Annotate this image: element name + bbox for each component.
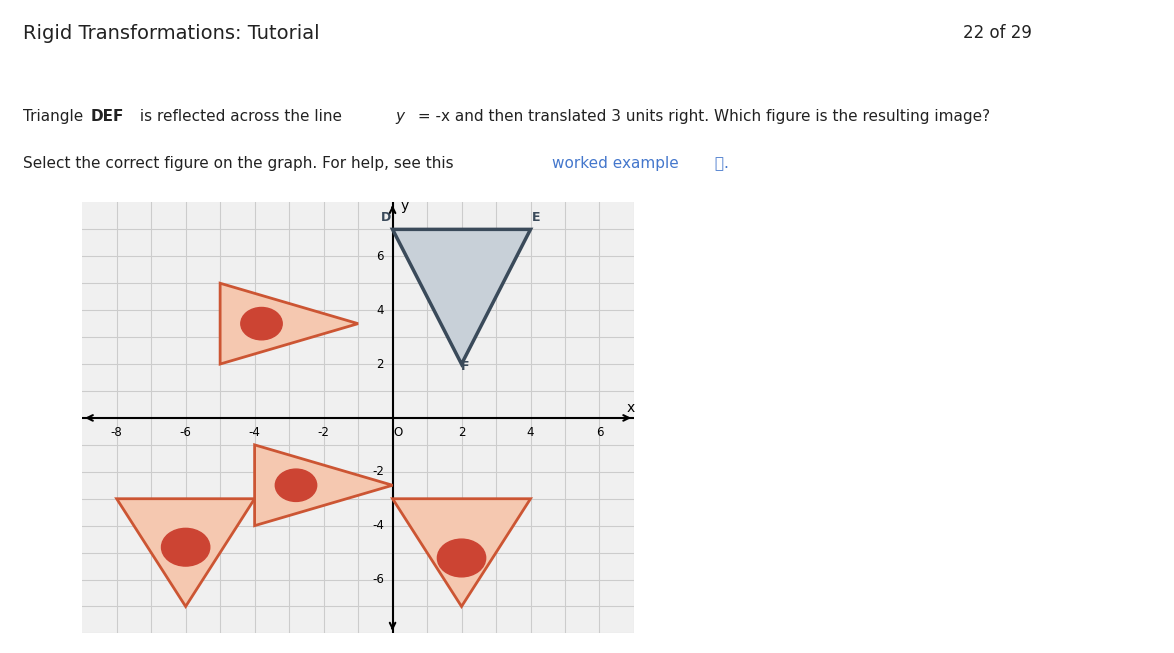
Circle shape (438, 539, 486, 577)
Text: D: D (380, 211, 391, 224)
Text: -2: -2 (372, 466, 384, 478)
Text: is reflected across the line: is reflected across the line (135, 109, 346, 124)
Text: DEF: DEF (90, 109, 123, 124)
Text: 4: 4 (377, 304, 384, 317)
Text: x: x (627, 402, 635, 415)
Text: Select the correct figure on the graph. For help, see this: Select the correct figure on the graph. … (23, 156, 459, 171)
Circle shape (275, 469, 317, 502)
Polygon shape (221, 283, 358, 364)
Text: E: E (532, 211, 540, 224)
Text: worked example: worked example (552, 156, 679, 171)
Text: -6: -6 (180, 426, 191, 439)
Text: y: y (400, 199, 409, 214)
Text: y: y (396, 109, 405, 124)
Text: -4: -4 (249, 426, 261, 439)
Polygon shape (392, 229, 531, 364)
Text: = -x and then translated 3 units right. Which figure is the resulting image?: = -x and then translated 3 units right. … (413, 109, 991, 124)
Text: O: O (393, 426, 403, 439)
Text: 22 of 29: 22 of 29 (963, 24, 1032, 42)
Text: F: F (460, 360, 470, 374)
Text: 6: 6 (377, 250, 384, 263)
Text: Ⓜ.: Ⓜ. (710, 156, 729, 171)
Text: -4: -4 (372, 519, 384, 532)
Circle shape (162, 528, 210, 566)
Text: 6: 6 (595, 426, 603, 439)
Text: 2: 2 (458, 426, 465, 439)
Text: -2: -2 (318, 426, 330, 439)
Text: Triangle: Triangle (23, 109, 88, 124)
Polygon shape (392, 499, 531, 607)
Text: 4: 4 (527, 426, 534, 439)
Polygon shape (116, 499, 255, 607)
Text: -8: -8 (110, 426, 122, 439)
Text: -6: -6 (372, 573, 384, 586)
Text: 2: 2 (377, 358, 384, 370)
Circle shape (241, 308, 282, 340)
Text: Rigid Transformations: Tutorial: Rigid Transformations: Tutorial (23, 24, 321, 44)
Polygon shape (255, 445, 392, 526)
